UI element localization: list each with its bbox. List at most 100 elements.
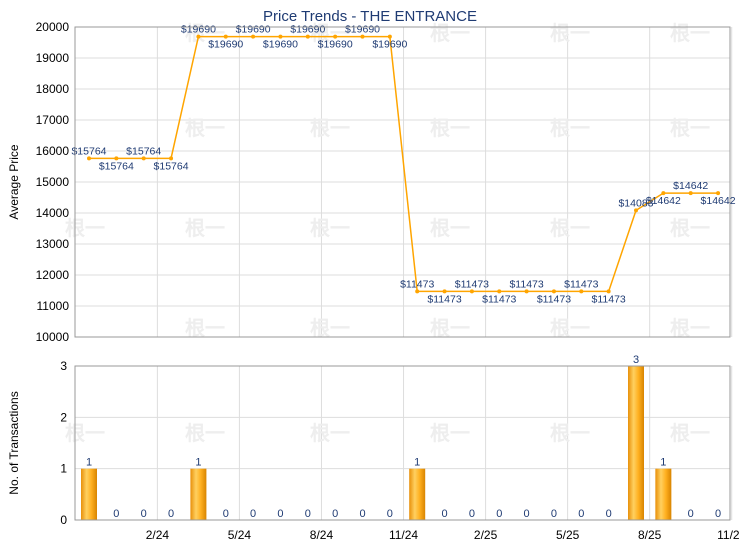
transactions-y-tick-label: 3 <box>60 359 67 373</box>
transaction-bar-label: 0 <box>359 508 365 520</box>
transaction-bar-label: 0 <box>606 508 612 520</box>
x-axis-tick-labels: 2/24 5/24 8/24 11/24 2/25 5/25 8/25 11/25 <box>146 528 740 542</box>
price-y-tick-label: 16000 <box>36 144 70 158</box>
transaction-bar-label: 1 <box>86 457 92 469</box>
price-data-label: $19690 <box>372 39 407 51</box>
transactions-y-label: No. of Transactions <box>7 391 21 494</box>
price-data-label: $19690 <box>236 24 271 36</box>
price-point <box>688 191 693 196</box>
x-tick-label: 5/25 <box>556 528 580 542</box>
transactions-y-axis: 0 1 2 3 <box>60 359 67 527</box>
transaction-bar-label: 0 <box>715 508 721 520</box>
transaction-bar-label: 0 <box>332 508 338 520</box>
price-point <box>551 289 556 294</box>
transaction-bar-label: 0 <box>469 508 475 520</box>
price-data-label: $15764 <box>126 145 161 157</box>
price-data-label: $19690 <box>290 24 325 36</box>
transaction-bar <box>628 366 644 520</box>
x-tick-label: 8/24 <box>310 528 334 542</box>
x-tick-label: 11/24 <box>389 528 418 542</box>
transactions-y-tick-label: 1 <box>60 462 67 476</box>
transaction-bar-label: 3 <box>633 354 639 366</box>
transaction-bars <box>81 366 672 520</box>
price-point <box>251 34 256 39</box>
transaction-bar-label: 0 <box>141 508 147 520</box>
price-data-label: $14642 <box>646 195 681 207</box>
price-y-axis: 10000 11000 12000 13000 14000 15000 16000 17000… <box>36 20 70 344</box>
price-y-tick-label: 18000 <box>36 82 70 96</box>
price-points <box>87 34 721 294</box>
price-y-tick-label: 20000 <box>36 20 70 34</box>
price-point <box>87 156 91 161</box>
price-point <box>661 191 666 196</box>
price-y-label: Average Price <box>7 144 21 219</box>
price-point <box>606 289 611 294</box>
price-point <box>524 289 529 294</box>
transaction-bar-label: 0 <box>113 508 119 520</box>
watermark-text: 根一 <box>430 316 470 340</box>
watermark-text: 根一 <box>185 116 225 140</box>
transaction-bar-label: 0 <box>688 508 694 520</box>
watermark-text: 根一 <box>430 216 470 240</box>
watermark-text: 根一 <box>310 21 350 45</box>
price-data-label: $15764 <box>71 145 106 157</box>
watermark-text: 根一 <box>550 421 590 445</box>
price-point <box>305 34 310 39</box>
transaction-bar-label: 0 <box>277 508 283 520</box>
watermark-text: 根一 <box>310 216 350 240</box>
transaction-bar-label: 0 <box>551 508 557 520</box>
x-tick-label: 2/24 <box>146 528 170 542</box>
watermark-text: 根一 <box>550 21 590 45</box>
x-tick-label: 8/25 <box>638 528 662 542</box>
price-point <box>333 34 338 39</box>
price-data-label: $15764 <box>99 160 134 172</box>
transaction-bar <box>655 468 672 520</box>
price-point <box>497 289 502 294</box>
price-data-label: $19690 <box>318 39 353 51</box>
price-data-label: $19690 <box>345 24 380 36</box>
price-data-label: $19690 <box>181 24 216 36</box>
chart-title: Price Trends - THE ENTRANCE <box>263 8 477 25</box>
transaction-bar-label: 0 <box>305 508 311 520</box>
transaction-bar-label: 1 <box>414 457 420 469</box>
transaction-bar-label: 1 <box>660 457 666 469</box>
price-point <box>442 289 447 294</box>
watermark-text: 根一 <box>430 421 470 445</box>
transactions-y-tick-label: 0 <box>60 513 67 527</box>
transaction-bar-label: 0 <box>496 508 502 520</box>
price-point <box>223 34 228 39</box>
price-y-tick-label: 10000 <box>36 330 70 344</box>
price-data-label: $19690 <box>208 39 243 51</box>
price-grid <box>75 26 733 338</box>
transaction-bar-label: 0 <box>524 508 530 520</box>
price-point <box>114 156 119 161</box>
price-data-label: $14083 <box>618 197 653 209</box>
price-data-labels: $15764 $15764 $15764 $15764 $19690 $19690 $196… <box>71 24 735 306</box>
price-y-tick-label: 19000 <box>36 51 70 65</box>
x-tick-label: 11/25 <box>717 528 740 542</box>
price-point <box>141 156 146 161</box>
price-data-label: $11473 <box>509 278 543 290</box>
price-y-tick-label: 11000 <box>37 299 70 313</box>
transaction-bar <box>409 468 426 520</box>
transactions-y-tick-label: 2 <box>60 410 67 424</box>
price-point <box>716 191 721 196</box>
price-point <box>196 34 201 39</box>
watermark-text: 根一 <box>310 316 350 340</box>
watermark-text: 根一 <box>430 116 470 140</box>
price-data-label: $11473 <box>482 293 516 305</box>
watermark-text: 根一 <box>670 421 710 445</box>
watermark-text: 根一 <box>310 421 350 445</box>
price-y-tick-label: 14000 <box>36 206 70 220</box>
transaction-bar-label: 0 <box>250 508 256 520</box>
watermark-text: 根一 <box>185 421 225 445</box>
price-point <box>634 208 638 213</box>
watermark-text: 根一 <box>310 116 350 140</box>
price-panel: 10000 11000 12000 13000 14000 15000 16000 17000… <box>7 20 736 344</box>
price-series-line <box>89 35 719 293</box>
price-data-label: $11473 <box>400 278 434 290</box>
price-data-label: $14642 <box>673 180 708 192</box>
